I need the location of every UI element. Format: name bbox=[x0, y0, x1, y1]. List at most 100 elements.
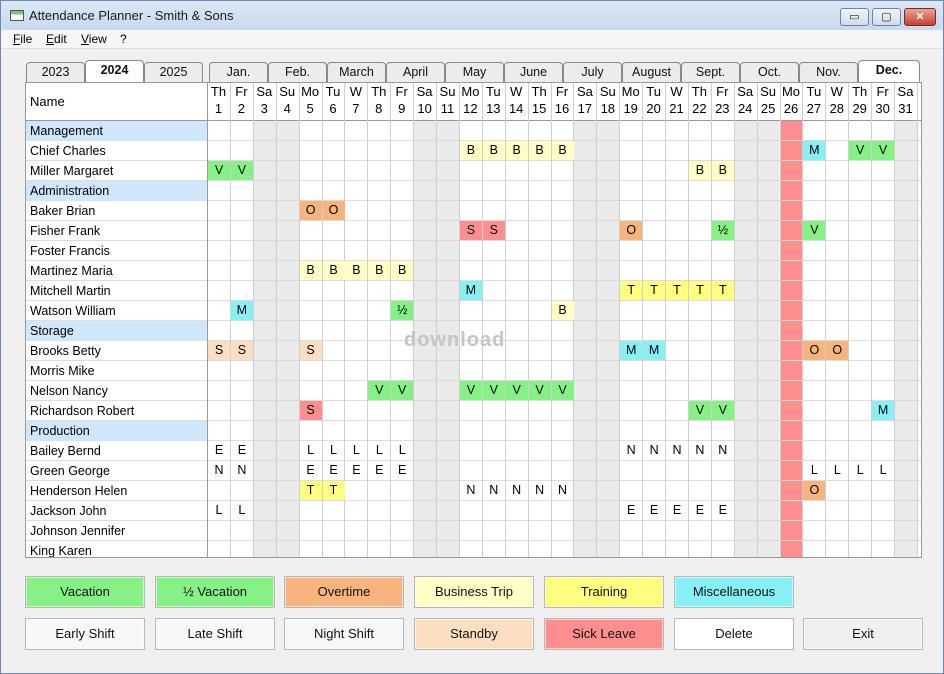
attendance-cell[interactable]: E bbox=[718, 503, 727, 517]
attendance-cell[interactable]: L bbox=[398, 443, 406, 457]
standby-button[interactable]: Standby bbox=[414, 618, 534, 650]
legend-overtime-button[interactable]: Overtime bbox=[284, 576, 404, 608]
attendance-cell[interactable]: N bbox=[649, 443, 659, 457]
attendance-cell[interactable]: M bbox=[459, 281, 482, 300]
day-header[interactable]: Tu 13 bbox=[482, 83, 505, 120]
day-header[interactable]: Su 18 bbox=[596, 83, 619, 120]
attendance-cell[interactable]: E bbox=[329, 463, 338, 477]
employee-name[interactable]: Henderson Helen bbox=[30, 484, 128, 498]
tab-month-sept[interactable]: Sept. bbox=[681, 62, 740, 82]
employee-name[interactable]: Richardson Robert bbox=[30, 404, 135, 418]
employee-name[interactable]: Green George bbox=[30, 464, 110, 478]
day-header[interactable]: Su 25 bbox=[757, 83, 780, 120]
attendance-cell[interactable]: S bbox=[299, 341, 322, 360]
early-shift-button[interactable]: Early Shift bbox=[25, 618, 145, 650]
employee-name[interactable]: Bailey Bernd bbox=[30, 444, 101, 458]
tab-month-june[interactable]: June bbox=[504, 62, 563, 82]
legend-miscellaneous-button[interactable]: Miscellaneous bbox=[674, 576, 794, 608]
day-header[interactable]: Th 29 bbox=[848, 83, 871, 120]
tab-year-2023[interactable]: 2023 bbox=[26, 62, 85, 82]
employee-name[interactable]: Jackson John bbox=[30, 504, 107, 518]
attendance-cell[interactable]: L bbox=[238, 503, 246, 517]
title-bar[interactable]: Attendance Planner - Smith & Sons ▭ ▢ ✕ bbox=[1, 1, 943, 30]
attendance-cell[interactable]: ½ bbox=[391, 301, 414, 320]
night-shift-button[interactable]: Night Shift bbox=[284, 618, 404, 650]
attendance-cell[interactable]: E bbox=[237, 443, 247, 457]
attendance-cell[interactable]: L bbox=[810, 463, 818, 477]
attendance-cell[interactable]: S bbox=[230, 341, 253, 360]
attendance-cell[interactable]: O bbox=[620, 221, 643, 240]
attendance-cell[interactable]: T bbox=[322, 481, 345, 500]
employee-name[interactable]: Chief Charles bbox=[30, 144, 106, 158]
day-header[interactable]: Su 11 bbox=[436, 83, 459, 120]
tab-year-2025[interactable]: 2025 bbox=[144, 62, 203, 82]
employee-name[interactable]: Brooks Betty bbox=[30, 344, 101, 358]
attendance-cell[interactable]: V bbox=[505, 381, 528, 400]
menu-edit[interactable]: Edit bbox=[46, 32, 67, 46]
attendance-cell[interactable]: B bbox=[482, 141, 505, 160]
day-header[interactable]: Sa 10 bbox=[413, 83, 436, 120]
day-header[interactable]: Mo 26 bbox=[780, 83, 803, 120]
day-header[interactable]: Sa 24 bbox=[734, 83, 757, 120]
attendance-cell[interactable]: T bbox=[643, 281, 666, 300]
day-header[interactable]: W 21 bbox=[665, 83, 688, 120]
day-header[interactable]: Fr 30 bbox=[871, 83, 894, 120]
attendance-cell[interactable]: M bbox=[872, 401, 895, 420]
attendance-cell[interactable]: L bbox=[215, 503, 223, 517]
day-header[interactable]: Th 1 bbox=[207, 83, 230, 120]
attendance-cell[interactable]: V bbox=[849, 141, 872, 160]
tab-month-march[interactable]: March bbox=[327, 62, 386, 82]
attendance-cell[interactable]: B bbox=[528, 141, 551, 160]
delete-button[interactable]: Delete bbox=[674, 618, 794, 650]
attendance-cell[interactable]: T bbox=[299, 481, 322, 500]
attendance-cell[interactable]: B bbox=[345, 261, 368, 280]
attendance-cell[interactable]: M bbox=[643, 341, 666, 360]
employee-name[interactable]: Foster Francis bbox=[30, 244, 110, 258]
attendance-cell[interactable]: L bbox=[375, 443, 383, 457]
sick-leave-button[interactable]: Sick Leave bbox=[544, 618, 664, 650]
employee-name[interactable]: Mitchell Martin bbox=[30, 284, 111, 298]
attendance-cell[interactable]: S bbox=[299, 401, 322, 420]
day-header[interactable]: Sa 17 bbox=[573, 83, 596, 120]
day-header[interactable]: Fr 16 bbox=[551, 83, 574, 120]
attendance-cell[interactable]: V bbox=[208, 161, 230, 180]
day-header[interactable]: W 28 bbox=[825, 83, 848, 120]
day-header[interactable]: Th 8 bbox=[367, 83, 390, 120]
attendance-cell[interactable]: B bbox=[688, 161, 711, 180]
attendance-cell[interactable]: L bbox=[330, 443, 337, 457]
exit-button[interactable]: Exit bbox=[803, 618, 923, 650]
attendance-cell[interactable]: V bbox=[391, 381, 414, 400]
menu-view[interactable]: View bbox=[81, 32, 107, 46]
attendance-cell[interactable]: E bbox=[306, 463, 315, 477]
attendance-cell[interactable]: O bbox=[299, 201, 322, 220]
attendance-cell[interactable]: E bbox=[649, 503, 659, 517]
attendance-cell[interactable]: N bbox=[718, 443, 728, 457]
attendance-cell[interactable]: M bbox=[230, 301, 253, 320]
employee-name[interactable]: Morris Mike bbox=[30, 364, 95, 378]
attendance-cell[interactable]: E bbox=[352, 463, 361, 477]
attendance-cell[interactable]: E bbox=[672, 503, 682, 517]
employee-name[interactable]: King Karen bbox=[30, 544, 92, 558]
day-header[interactable]: Fr 2 bbox=[230, 83, 253, 120]
tab-month-august[interactable]: August bbox=[622, 62, 681, 82]
day-header[interactable]: Th 22 bbox=[688, 83, 711, 120]
employee-name[interactable]: Fisher Frank bbox=[30, 224, 101, 238]
attendance-cell[interactable]: B bbox=[711, 161, 734, 180]
day-header[interactable]: Fr 23 bbox=[711, 83, 734, 120]
employee-name[interactable]: Johnson Jennifer bbox=[30, 524, 126, 538]
tab-month-april[interactable]: April bbox=[386, 62, 445, 82]
attendance-cell[interactable]: B bbox=[299, 261, 322, 280]
attendance-cell[interactable]: V bbox=[551, 381, 574, 400]
attendance-cell[interactable]: N bbox=[489, 483, 499, 497]
tab-month-nov[interactable]: Nov. bbox=[799, 62, 858, 82]
attendance-cell[interactable]: V bbox=[711, 401, 734, 420]
attendance-cell[interactable]: O bbox=[803, 481, 826, 500]
menu-help[interactable]: ? bbox=[120, 32, 127, 46]
tab-month-feb[interactable]: Feb. bbox=[268, 62, 327, 82]
tab-year-2024[interactable]: 2024 bbox=[85, 60, 144, 82]
day-header[interactable]: Mo 19 bbox=[619, 83, 642, 120]
day-header[interactable]: Tu 6 bbox=[322, 83, 345, 120]
attendance-cell[interactable]: B bbox=[391, 261, 414, 280]
day-header[interactable]: Fr 9 bbox=[390, 83, 413, 120]
